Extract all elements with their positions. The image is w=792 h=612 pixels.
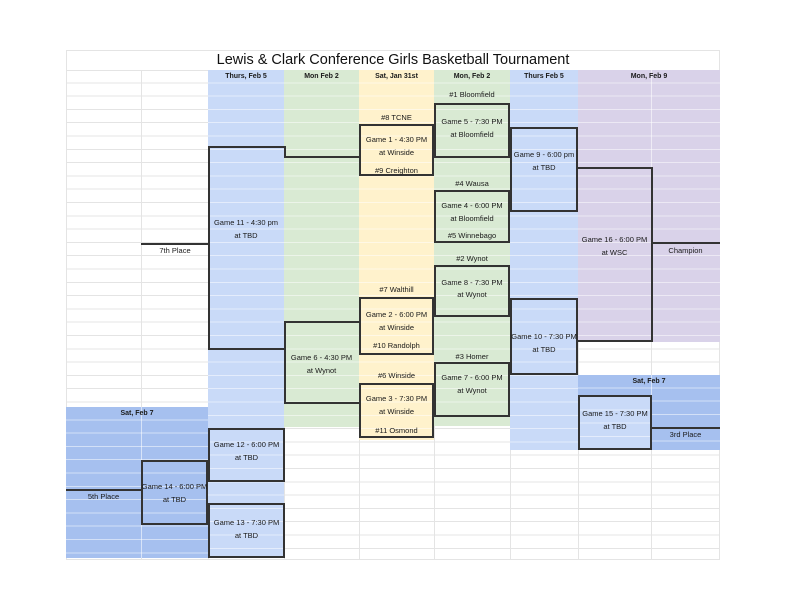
- game-12-venue: at TBD: [234, 453, 259, 462]
- game-4-title: Game 4 - 6:00 PM: [441, 201, 503, 210]
- game-1-title: Game 1 - 4:30 PM: [365, 135, 428, 144]
- column-header-thurs-feb5-right: Thurs Feb 5: [524, 73, 564, 80]
- champion-label: Champion: [668, 246, 703, 255]
- game1-feeder-line: [284, 156, 361, 158]
- column-header-sat-jan31: Sat, Jan 31st: [375, 73, 418, 80]
- game-3-title: Game 3 - 7:30 PM: [365, 394, 428, 403]
- game-10-title: Game 10 - 7:30 PM: [511, 332, 577, 341]
- column-header-mon-feb9: Mon, Feb 9: [630, 73, 668, 80]
- game-3-box: [359, 383, 434, 438]
- game-15-title: Game 15 - 7:30 PM: [582, 409, 648, 418]
- seed-1-label: #1 Bloomfield: [449, 90, 495, 99]
- game-8-box: [434, 265, 510, 317]
- game-3-venue: at Winside: [378, 407, 414, 416]
- column-header-mon-feb2-right: Mon, Feb 2: [453, 73, 491, 80]
- column-mon-feb2-right: [434, 70, 510, 426]
- seed-6-label: #6 Winside: [377, 371, 416, 380]
- game-12-title: Game 12 - 6:00 PM: [213, 440, 280, 449]
- sheet-left-border: [66, 50, 67, 560]
- game2-feeder-line: [284, 321, 361, 323]
- game11-top-line: [208, 146, 286, 148]
- game-10-venue: at TBD: [532, 345, 556, 354]
- seed-4-label: #4 Wausa: [455, 179, 489, 188]
- game6-out-line: [208, 348, 286, 350]
- connector-jog: [284, 146, 286, 158]
- game6-bracket-line: [284, 321, 286, 404]
- game-13-venue: at TBD: [234, 531, 259, 540]
- game-7-box: [434, 362, 510, 417]
- game-16-venue: at WSC: [601, 248, 628, 257]
- champion-line: [651, 242, 720, 244]
- third-place-label: 3rd Place: [669, 430, 702, 439]
- seed-11-label: #11 Osmond: [375, 426, 418, 435]
- seed-7-label: #7 Walthill: [379, 285, 414, 294]
- fifth-place-line: [66, 489, 141, 491]
- game-6-venue: at Wynot: [306, 366, 337, 375]
- sheet-top-border: [66, 50, 720, 51]
- game-13-title: Game 13 - 7:30 PM: [213, 518, 280, 527]
- page-title: Lewis & Clark Conference Girls Basketbal…: [216, 52, 570, 68]
- column-thurs-feb5-left: [208, 70, 284, 558]
- block-sat-feb7-left: [66, 407, 208, 558]
- game-7-venue: at Wynot: [457, 386, 487, 395]
- seventh-place-label: 7th Place: [159, 246, 191, 255]
- game-14-box: [141, 460, 208, 525]
- column-mon-feb2-left: [284, 70, 359, 427]
- game-1-venue: at Winside: [378, 148, 414, 157]
- sub-header-sat-feb7-left: Sat, Feb 7: [120, 410, 154, 417]
- game16-top-line: [578, 167, 653, 169]
- sheet-bottom-border: [66, 559, 720, 560]
- game-2-venue: at Winside: [378, 323, 414, 332]
- game-8-title: Game 8 - 7:30 PM: [441, 278, 503, 287]
- seed-2-label: #2 Wynot: [456, 254, 488, 263]
- game-8-venue: at Wynot: [457, 290, 487, 299]
- game-5-title: Game 5 - 7:30 PM: [441, 117, 503, 126]
- seed-3-label: #3 Homer: [455, 352, 489, 361]
- game11-left-line: [208, 146, 210, 350]
- column-mon-feb9: [578, 70, 720, 342]
- game-9-box: [510, 127, 578, 212]
- game-11-title: Game 11 - 4:30 pm: [213, 218, 279, 227]
- game-2-box: [359, 297, 434, 355]
- seed-10-label: #10 Randolph: [373, 341, 420, 350]
- col-gridline: [141, 70, 142, 560]
- column-sat-jan31: [359, 70, 434, 440]
- column-header-mon-feb2-left: Mon Feb 2: [304, 73, 339, 80]
- game-13-box: [208, 503, 285, 558]
- seed-9-label: #9 Creighton: [375, 166, 418, 175]
- game-6-title: Game 6 - 4:30 PM: [290, 353, 353, 362]
- game-12-box: [208, 428, 285, 482]
- game-5-box: [434, 103, 510, 158]
- game-16-title: Game 16 - 6:00 PM: [581, 235, 648, 244]
- game16-bottom-line: [578, 340, 653, 342]
- game-10-box: [510, 298, 578, 375]
- game-9-venue: at TBD: [532, 163, 556, 172]
- game-2-title: Game 2 - 6:00 PM: [365, 310, 428, 319]
- seed-8-label: #8 TCNE: [381, 113, 412, 122]
- game-4-box: [434, 190, 510, 243]
- game-1-box: [359, 124, 434, 176]
- seventh-place-line: [141, 243, 209, 245]
- game-7-title: Game 7 - 6:00 PM: [441, 373, 503, 382]
- column-header-thurs-feb5-left: Thurs, Feb 5: [225, 73, 267, 80]
- game-4-venue: at Bloomfield: [450, 214, 494, 223]
- game-9-title: Game 9 - 6:00 pm: [513, 150, 575, 159]
- fifth-place-label: 5th Place: [87, 492, 120, 501]
- column-thurs-feb5-right: [510, 70, 578, 450]
- sub-header-sat-feb7-right: Sat, Feb 7: [632, 378, 666, 385]
- game16-bracket-line: [651, 167, 653, 342]
- game-14-title: Game 14 - 6:00 PM: [141, 482, 208, 491]
- seed-5-label: #5 Winnebago: [447, 231, 497, 240]
- game-14-venue: at TBD: [162, 495, 187, 504]
- game-5-venue: at Bloomfield: [450, 130, 494, 139]
- game-15-venue: at TBD: [603, 422, 627, 431]
- third-place-line: [651, 427, 720, 429]
- game3-feeder-line: [284, 402, 361, 404]
- game-11-venue: at TBD: [234, 231, 258, 240]
- game-15-box: [578, 395, 652, 450]
